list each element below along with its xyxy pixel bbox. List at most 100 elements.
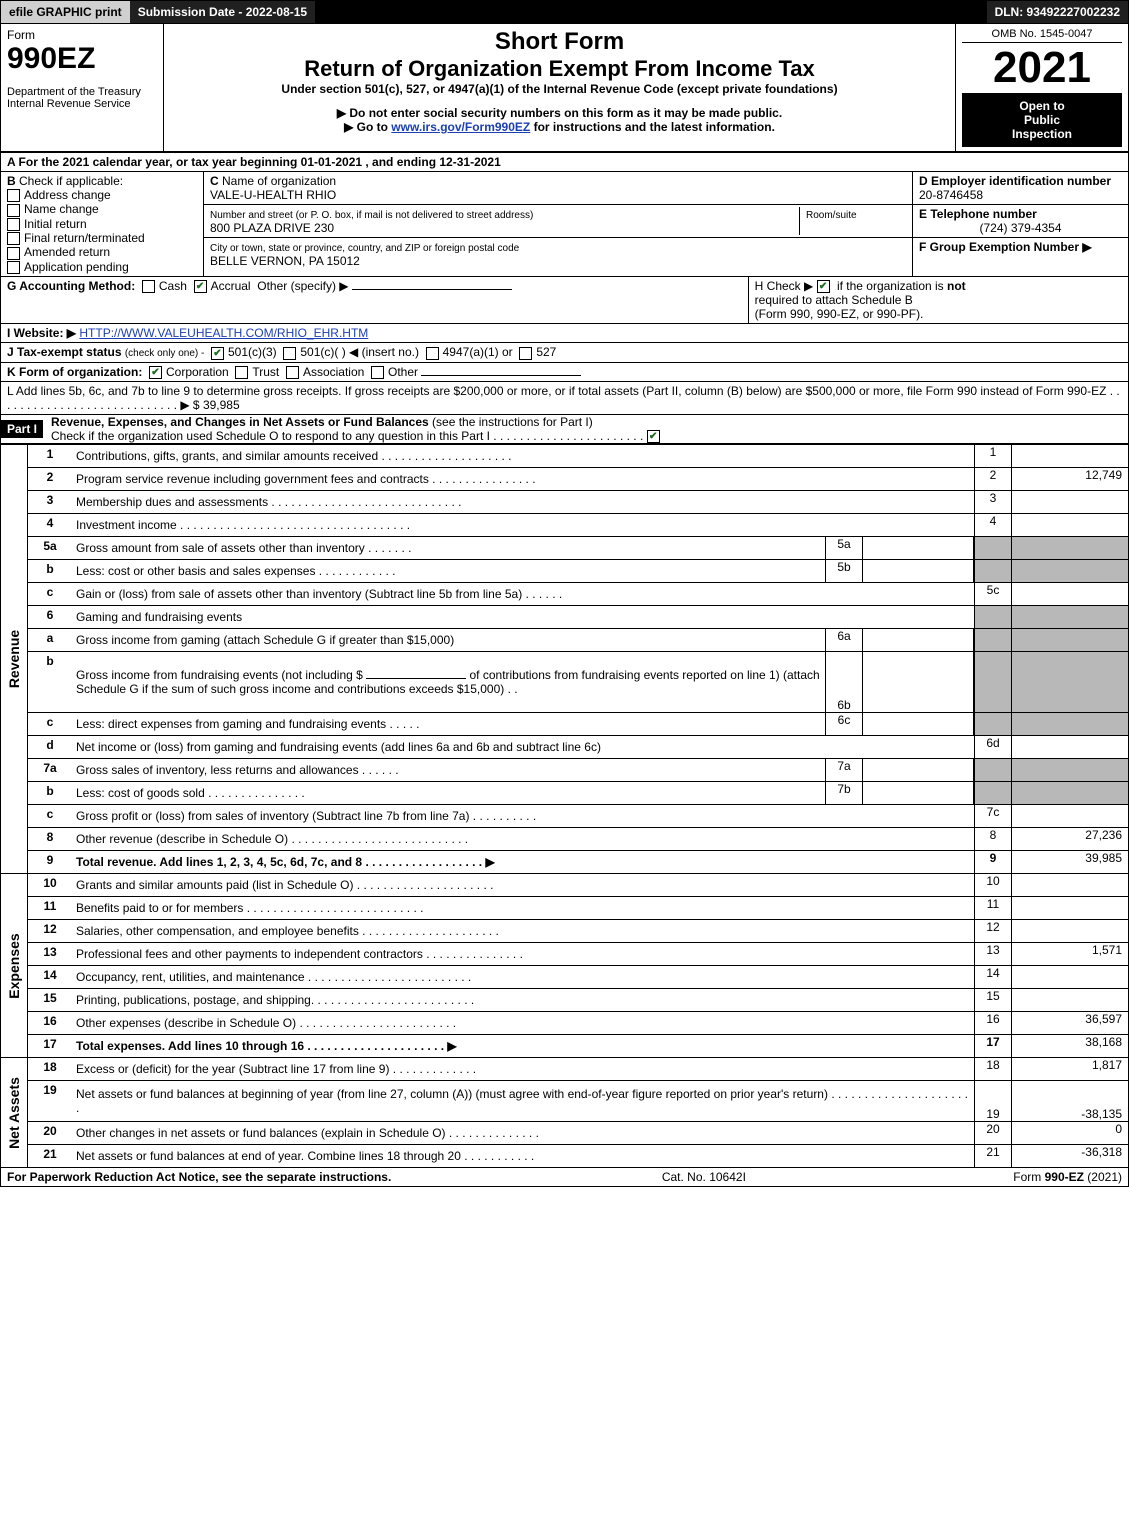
header-left: Form 990EZ Department of the Treasury In… <box>1 24 164 151</box>
other-specify: Other (specify) ▶ <box>257 279 348 293</box>
page-footer: For Paperwork Reduction Act Notice, see … <box>1 1167 1128 1186</box>
header-boxes: B Check if applicable: Address change Na… <box>1 171 1128 276</box>
amount-5a <box>863 537 974 559</box>
section-k: K Form of organization: ✔Corporation Tru… <box>1 362 1128 381</box>
amount-21: -36,318 <box>1012 1145 1128 1167</box>
line-16: 16 Other expenses (describe in Schedule … <box>28 1011 1128 1034</box>
efile-print-label: efile GRAPHIC print <box>1 1 130 23</box>
amount-15 <box>1012 989 1128 1011</box>
ssn-warning: ▶ Do not enter social security numbers o… <box>170 106 949 120</box>
amount-4 <box>1012 514 1128 536</box>
net-assets-section: Net Assets 18 Excess or (deficit) for th… <box>1 1057 1128 1167</box>
gross-receipts-amount: 39,985 <box>203 398 240 412</box>
form-990ez-page: efile GRAPHIC print Submission Date - 20… <box>0 0 1129 1187</box>
checkbox-application-pending[interactable]: Application pending <box>7 260 197 274</box>
amount-6b <box>863 652 974 712</box>
line-13: 13 Professional fees and other payments … <box>28 942 1128 965</box>
ein-label: D Employer identification number <box>919 174 1111 188</box>
line-14: 14 Occupancy, rent, utilities, and maint… <box>28 965 1128 988</box>
checkbox-other-org[interactable] <box>371 366 384 379</box>
amount-11 <box>1012 897 1128 919</box>
irs-label: Internal Revenue Service <box>7 98 157 110</box>
top-bar: efile GRAPHIC print Submission Date - 20… <box>1 1 1128 24</box>
checkbox-association[interactable] <box>286 366 299 379</box>
inspect-line3: Inspection <box>966 127 1118 141</box>
form-word: Form <box>7 28 157 42</box>
line-4: 4 Investment income . . . . . . . . . . … <box>28 513 1128 536</box>
checkbox-schedule-o-part-i[interactable]: ✔ <box>647 430 660 443</box>
amount-6a <box>863 629 974 651</box>
line-8: 8 Other revenue (describe in Schedule O)… <box>28 827 1128 850</box>
amount-10 <box>1012 874 1128 896</box>
amount-2: 12,749 <box>1012 468 1128 490</box>
section-j: J Tax-exempt status (check only one) - ✔… <box>1 342 1128 361</box>
omb-number: OMB No. 1545-0047 <box>962 28 1122 43</box>
amount-12 <box>1012 920 1128 942</box>
header-center: Short Form Return of Organization Exempt… <box>164 24 955 151</box>
line-6b: b Gross income from fundraising events (… <box>28 651 1128 712</box>
section-c: C Name of organization VALE-U-HEALTH RHI… <box>204 172 912 276</box>
amount-6c <box>863 713 974 735</box>
section-b-label: B Check if applicable: <box>7 174 197 188</box>
line-10: 10 Grants and similar amounts paid (list… <box>28 874 1128 896</box>
line-6: 6 Gaming and fundraising events <box>28 605 1128 628</box>
section-g-h: G Accounting Method: Cash ✔Accrual Other… <box>1 276 1128 323</box>
street-value: 800 PLAZA DRIVE 230 <box>210 221 334 235</box>
tax-year: 2021 <box>962 43 1122 93</box>
checkbox-schedule-b-not-required[interactable]: ✔ <box>817 280 830 293</box>
line-19: 19 Net assets or fund balances at beginn… <box>28 1080 1128 1121</box>
part-i-check-line: Check if the organization used Schedule … <box>51 429 647 443</box>
checkbox-trust[interactable] <box>235 366 248 379</box>
city-label: City or town, state or province, country… <box>210 243 519 254</box>
checkbox-501c3[interactable]: ✔ <box>211 347 224 360</box>
paperwork-notice: For Paperwork Reduction Act Notice, see … <box>7 1170 565 1184</box>
header-right: OMB No. 1545-0047 2021 Open to Public In… <box>955 24 1128 151</box>
section-i: I Website: ▶ HTTP://WWW.VALEUHEALTH.COM/… <box>1 323 1128 342</box>
irs-link[interactable]: www.irs.gov/Form990EZ <box>391 120 530 134</box>
i-label: I Website: ▶ <box>7 326 76 340</box>
j-label: J Tax-exempt status <box>7 345 122 359</box>
group-exemption-row: F Group Exemption Number ▶ <box>913 238 1128 256</box>
main-title: Return of Organization Exempt From Incom… <box>170 56 949 82</box>
expenses-section: Expenses 10 Grants and similar amounts p… <box>1 873 1128 1057</box>
amount-20: 0 <box>1012 1122 1128 1144</box>
checkbox-final-return[interactable]: Final return/terminated <box>7 231 197 245</box>
line-5b: b Less: cost or other basis and sales ex… <box>28 559 1128 582</box>
line-18: 18 Excess or (deficit) for the year (Sub… <box>28 1058 1128 1080</box>
section-g: G Accounting Method: Cash ✔Accrual Other… <box>1 277 748 323</box>
c-label: C <box>210 174 219 188</box>
line-15: 15 Printing, publications, postage, and … <box>28 988 1128 1011</box>
line-5c: c Gain or (loss) from sale of assets oth… <box>28 582 1128 605</box>
line-6d: d Net income or (loss) from gaming and f… <box>28 735 1128 758</box>
part-i-title: Revenue, Expenses, and Changes in Net As… <box>51 415 429 429</box>
city-row: City or town, state or province, country… <box>204 238 912 270</box>
street-row: Number and street (or P. O. box, if mail… <box>204 205 912 238</box>
dln-label: DLN: 93492227002232 <box>987 1 1128 23</box>
header-block: Form 990EZ Department of the Treasury In… <box>1 24 1128 152</box>
website-link[interactable]: HTTP://WWW.VALEUHEALTH.COM/RHIO_EHR.HTM <box>79 326 368 340</box>
amount-14 <box>1012 966 1128 988</box>
checkbox-4947a1[interactable] <box>426 347 439 360</box>
checkbox-501c[interactable] <box>283 347 296 360</box>
amount-13: 1,571 <box>1012 943 1128 965</box>
street-label: Number and street (or P. O. box, if mail… <box>210 210 533 221</box>
checkbox-address-change[interactable]: Address change <box>7 188 197 202</box>
checkbox-accrual[interactable]: ✔ <box>194 280 207 293</box>
amount-16: 36,597 <box>1012 1012 1128 1034</box>
section-d-e-f: D Employer identification number 20-8746… <box>912 172 1128 276</box>
checkbox-amended-return[interactable]: Amended return <box>7 245 197 259</box>
checkbox-corporation[interactable]: ✔ <box>149 366 162 379</box>
checkbox-527[interactable] <box>519 347 532 360</box>
checkbox-initial-return[interactable]: Initial return <box>7 217 197 231</box>
g-label: G Accounting Method: <box>7 279 135 293</box>
amount-7c <box>1012 805 1128 827</box>
group-exemption-label: F Group Exemption Number ▶ <box>919 240 1092 254</box>
revenue-section: Revenue 1 Contributions, gifts, grants, … <box>1 444 1128 873</box>
line-5a: 5a Gross amount from sale of assets othe… <box>28 536 1128 559</box>
line-17: 17 Total expenses. Add lines 10 through … <box>28 1034 1128 1057</box>
city-value: BELLE VERNON, PA 15012 <box>210 254 360 268</box>
checkbox-name-change[interactable]: Name change <box>7 202 197 216</box>
checkbox-cash[interactable] <box>142 280 155 293</box>
org-name-row: C Name of organization VALE-U-HEALTH RHI… <box>204 172 912 205</box>
room-label: Room/suite <box>806 210 857 221</box>
